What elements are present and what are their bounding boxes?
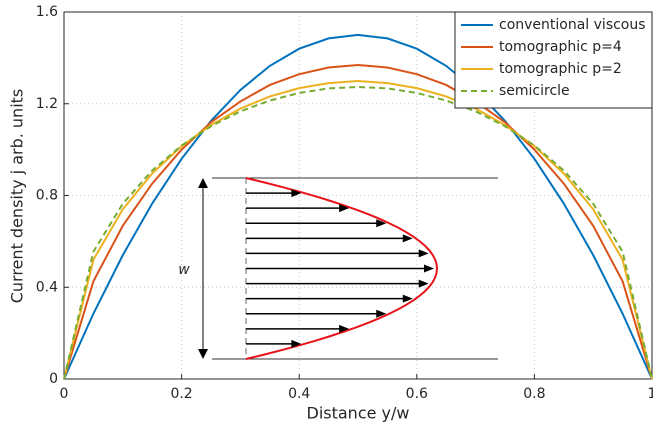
legend-label: conventional viscous	[499, 17, 646, 33]
y-tick-label: 0.4	[36, 279, 58, 295]
legend-label: tomographic p=2	[499, 61, 622, 77]
inset-flow-arrowhead	[339, 204, 350, 213]
x-tick-label: 0.8	[523, 386, 545, 402]
y-tick-label: 0	[49, 371, 58, 387]
inset-schematic: w	[178, 177, 498, 360]
series-line	[63, 80, 653, 380]
legend-label: semicircle	[499, 83, 570, 99]
inset-profile	[245, 177, 439, 360]
inset-label: w	[178, 262, 190, 278]
x-axis-label: Distance y/w	[307, 404, 410, 423]
y-axis-label: Current density j arb. units	[8, 89, 27, 304]
y-tick-label: 1.6	[36, 4, 58, 20]
inset-flow-arrowhead	[424, 264, 434, 273]
x-tick-label: 0	[60, 386, 69, 402]
series-line	[63, 33, 653, 380]
x-tick-label: 0.4	[288, 386, 310, 402]
inset-flow-arrowhead	[291, 189, 302, 198]
x-tick-label: 1	[648, 386, 653, 402]
x-tick-label: 0.6	[406, 386, 428, 402]
series-line	[63, 63, 653, 380]
y-tick-label: 0.8	[36, 188, 58, 204]
inset-flow-arrowhead	[376, 309, 387, 318]
series-line	[63, 86, 653, 380]
inset-flow-arrowhead	[291, 339, 302, 348]
legend-box	[454, 11, 653, 109]
inset-flow-arrowhead	[339, 324, 350, 333]
inset-flow-arrowhead	[402, 234, 413, 243]
legend: conventional viscous tomographic p=4 tomog…	[454, 11, 653, 109]
x-tick-label: 0.2	[170, 386, 192, 402]
legend-label: tomographic p=4	[499, 39, 622, 55]
y-tick-label: 1.2	[36, 96, 58, 112]
inset-flow-arrowhead	[402, 294, 413, 303]
inset-flow-arrowhead	[418, 279, 429, 288]
inset-flow-arrowhead	[418, 249, 429, 258]
inset-flow-arrowhead	[376, 219, 387, 228]
